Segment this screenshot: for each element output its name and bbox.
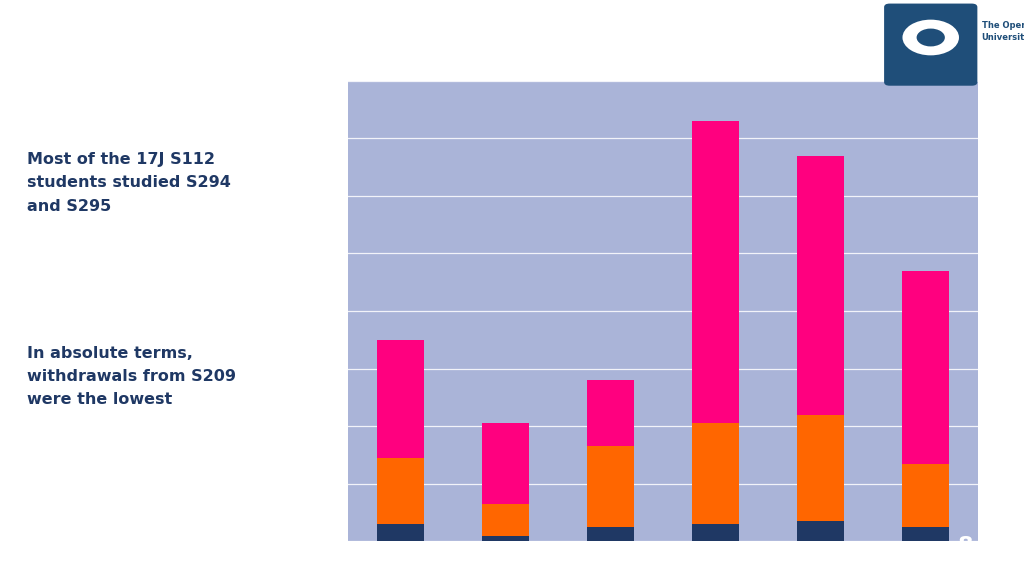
FancyBboxPatch shape [884,3,977,86]
Bar [482,536,529,541]
Circle shape [916,29,945,47]
Text: Most of the 17J S112
students studied S294
and S295: Most of the 17J S112 students studied S2… [27,152,230,214]
Text: Behaviour of 17J S112 students on 18J Stage 2 modules: S112 Passes: Behaviour of 17J S112 students on 18J St… [10,35,585,50]
Y-axis label: Numbers of students: Numbers of students [295,229,308,393]
Bar [377,458,424,524]
Bar [902,464,949,527]
Bar [692,121,739,423]
Text: The Open
University: The Open University [982,21,1024,41]
Bar [797,521,844,541]
Bar [692,524,739,541]
Bar [482,504,529,536]
Bar [377,340,424,458]
Bar [797,415,844,521]
Circle shape [902,20,959,55]
Bar [587,446,634,527]
Bar [902,527,949,541]
Bar [587,527,634,541]
Bar [902,271,949,464]
Text: In absolute terms,
withdrawals from S209
were the lowest: In absolute terms, withdrawals from S209… [27,346,236,407]
Title: Numbers of 17J S112 'pass' students and
subsequent behaviour on Stage 2  modules: Numbers of 17J S112 'pass' students and … [451,31,876,74]
Bar [692,423,739,524]
Bar [377,524,424,541]
Bar [587,380,634,446]
Bar [797,156,844,415]
Bar [482,423,529,504]
Text: 8: 8 [957,536,973,556]
